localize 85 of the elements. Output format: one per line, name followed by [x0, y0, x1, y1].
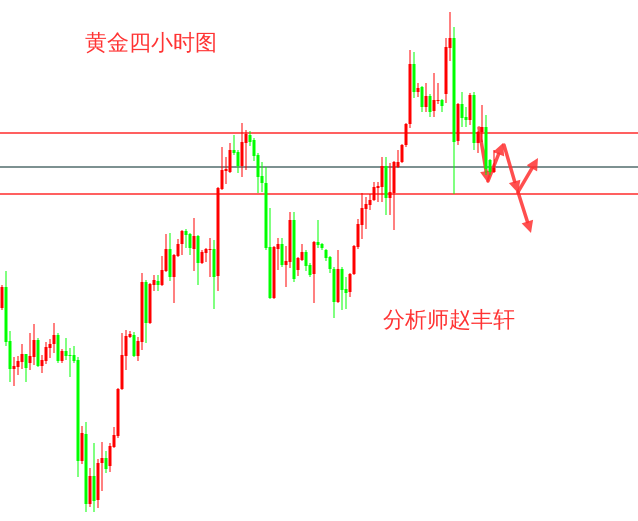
candlestick	[428, 94, 432, 118]
candlestick	[316, 220, 320, 248]
candlestick	[348, 272, 352, 298]
annotation: 分析师赵丰轩	[383, 308, 515, 333]
candlestick	[204, 248, 208, 262]
candlestick	[232, 134, 236, 156]
candlestick	[304, 250, 308, 272]
candlestick	[372, 182, 376, 202]
candlestick	[252, 138, 256, 162]
candlestick	[40, 354, 44, 374]
candlestick	[236, 150, 240, 174]
candlestick	[324, 248, 328, 262]
candlestick	[296, 256, 300, 276]
candlestick	[112, 426, 116, 448]
candlestick	[376, 182, 380, 202]
candlestick	[256, 152, 260, 194]
candlestick	[200, 250, 204, 264]
candlestick	[24, 354, 28, 382]
candlestick	[308, 262, 312, 278]
candlestick	[244, 130, 248, 170]
candlestick	[356, 218, 360, 250]
candlestick	[440, 98, 444, 112]
candlestick	[388, 162, 392, 216]
candlestick	[464, 106, 468, 128]
candlestick	[280, 238, 284, 268]
candlestick	[132, 332, 136, 358]
candlestick	[432, 72, 436, 118]
candlestick	[228, 142, 232, 174]
candlestick	[424, 82, 428, 112]
candlestick	[48, 338, 52, 358]
candlestick	[360, 192, 364, 240]
candlestick	[68, 348, 72, 378]
candlestick	[480, 104, 484, 142]
candlestick	[448, 12, 452, 62]
candlestick	[172, 254, 176, 304]
candlestick	[52, 322, 56, 354]
candlestick	[160, 256, 164, 286]
candlestick	[284, 246, 288, 288]
candlestick	[276, 238, 280, 270]
candlestick	[136, 336, 140, 362]
candlestick	[492, 150, 496, 174]
candlestick	[176, 238, 180, 258]
candlestick	[436, 82, 440, 104]
candlestick	[476, 130, 480, 154]
candlestick	[328, 256, 332, 274]
candlestick	[64, 338, 68, 360]
candlestick	[396, 150, 400, 168]
candlestick	[248, 130, 252, 146]
candlestick	[188, 232, 192, 256]
candlestick	[340, 266, 344, 310]
candlestick	[180, 230, 184, 256]
candlestick	[208, 238, 212, 278]
candlestick	[184, 228, 188, 248]
candlestick	[32, 324, 36, 366]
candlestick	[364, 196, 368, 230]
candlestick	[220, 146, 224, 190]
candlestick	[224, 156, 228, 184]
candlestick	[488, 158, 492, 176]
candlestick	[20, 344, 24, 370]
candlestick	[164, 234, 168, 272]
candlestick	[104, 450, 108, 474]
candlestick	[124, 330, 128, 370]
candlestick	[240, 122, 244, 178]
candlestick	[156, 274, 160, 292]
candlestick	[368, 194, 372, 210]
title: 黄金四小时图	[85, 31, 217, 56]
candlestick	[28, 332, 32, 370]
candlestick	[380, 156, 384, 202]
candlestick	[16, 356, 20, 376]
candlestick	[152, 274, 156, 292]
candlestick	[300, 244, 304, 262]
candlestick	[44, 342, 48, 364]
candlestick	[344, 276, 348, 310]
candlestick	[72, 346, 76, 364]
candlestick	[0, 284, 4, 310]
candlestick	[100, 442, 104, 492]
candlestick	[404, 122, 408, 148]
candlestick	[60, 348, 64, 364]
candlestick	[192, 218, 196, 272]
candlestick	[416, 82, 420, 98]
candlestick	[260, 162, 264, 192]
candlestick	[460, 92, 464, 128]
candlestick	[420, 86, 424, 112]
candlestick	[12, 356, 16, 386]
candlestick	[108, 442, 112, 472]
